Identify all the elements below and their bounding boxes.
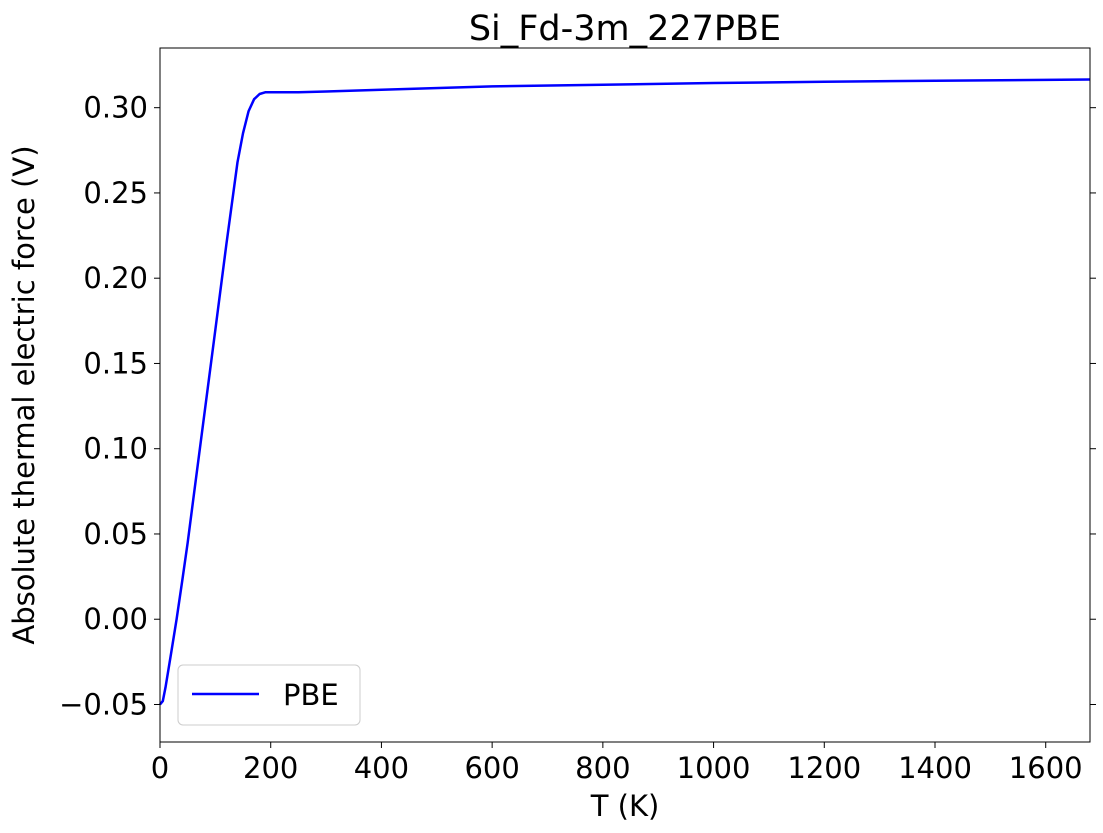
y-axis-label: Absolute thermal electric force (V) [7,145,41,644]
chart-title: Si_Fd-3m_227PBE [469,9,781,49]
y-axis-ticks: −0.05 0.00 0.05 0.10 0.15 0.20 0.25 0.30 [59,91,1096,721]
y-tick-label: 0.20 [83,261,148,295]
legend: PBE [177,664,361,726]
legend-label-pbe: PBE [283,678,339,712]
plot-frame [159,47,1091,743]
x-tick-label: 200 [243,751,298,785]
series-line-pbe [159,78,1091,706]
y-tick-label: 0.05 [83,517,148,551]
x-tick-label: 400 [354,751,409,785]
y-tick-label: 0.15 [83,346,148,380]
x-tick-label: 1400 [898,751,972,785]
y-tick-label: 0.25 [83,176,148,210]
y-tick-label: 0.10 [83,432,148,466]
x-tick-label: 1600 [1009,751,1083,785]
y-tick-label: 0.00 [83,602,148,636]
legend-box [177,664,361,726]
y-tick-label: −0.05 [59,687,148,721]
x-tick-label: 800 [575,751,630,785]
x-tick-label: 1000 [677,751,751,785]
x-tick-label: 1200 [787,751,861,785]
x-tick-label: 0 [151,751,169,785]
series-layer [159,78,1091,706]
y-tick-label: 0.30 [83,91,148,125]
x-axis-label: T (K) [590,789,660,823]
x-tick-label: 600 [464,751,519,785]
x-axis-ticks: 0 200 400 600 800 1000 1200 1400 1600 [151,742,1083,785]
